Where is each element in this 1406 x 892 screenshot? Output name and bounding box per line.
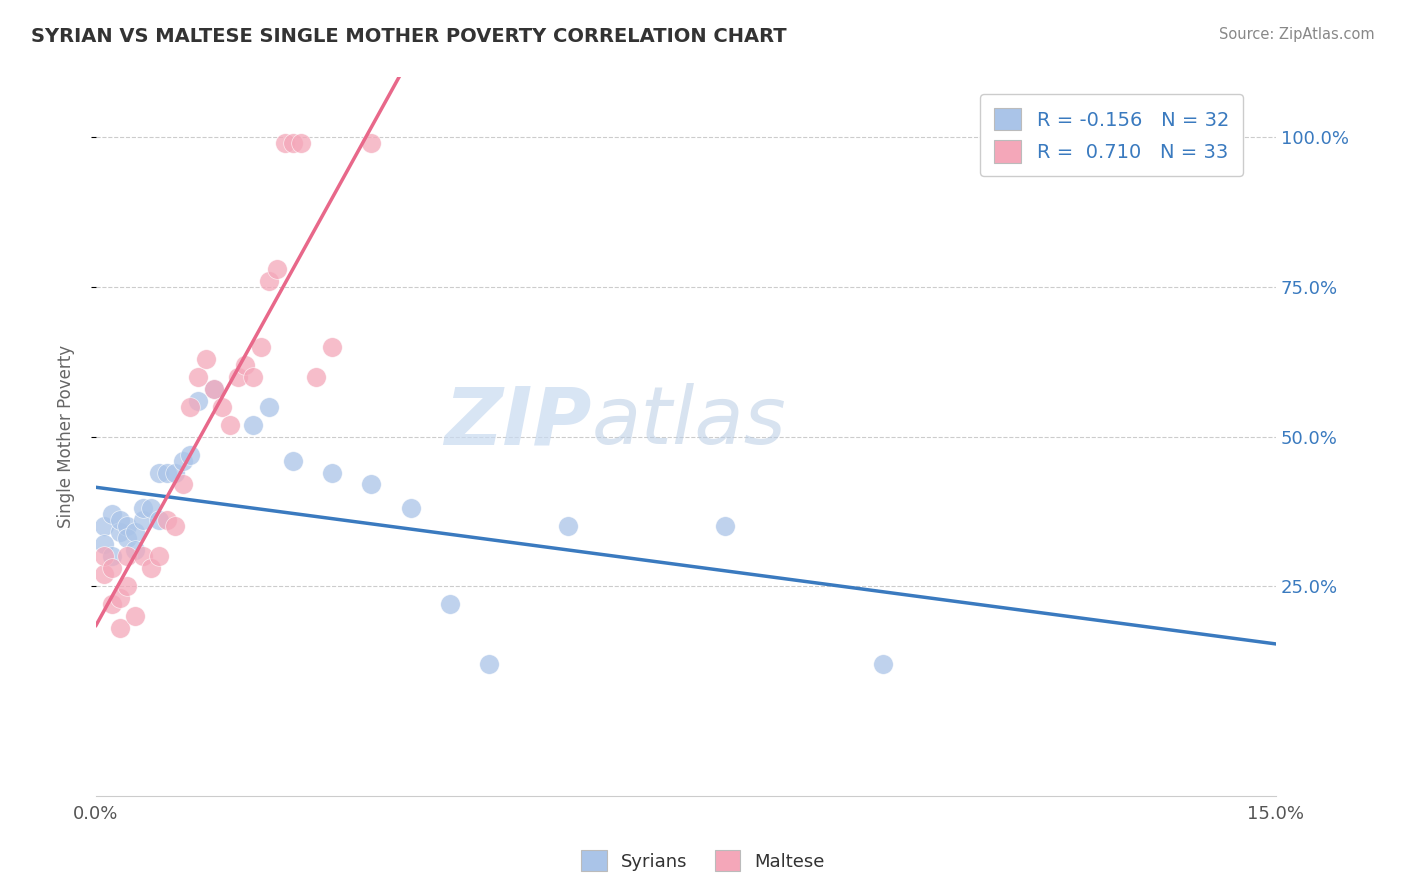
Point (195, 351, 218, 366)
Point (714, 519, 737, 533)
Legend: Syrians, Maltese: Syrians, Maltese (574, 843, 832, 879)
Point (478, 657, 501, 671)
Point (187, 393, 209, 408)
Point (321, 466, 343, 480)
Point (226, 369, 249, 384)
Point (100, 549, 122, 564)
Point (218, 417, 240, 432)
Point (93, 519, 115, 533)
Y-axis label: Single Mother Poverty: Single Mother Poverty (58, 345, 75, 528)
Point (139, 561, 162, 575)
Point (132, 549, 155, 564)
Point (124, 609, 146, 624)
Point (172, 453, 194, 467)
Legend: R = -0.156   N = 32, R =  0.710   N = 33: R = -0.156 N = 32, R = 0.710 N = 33 (980, 95, 1243, 177)
Point (117, 519, 139, 533)
Point (399, 501, 422, 516)
Point (187, 369, 209, 384)
Point (872, 657, 894, 671)
Point (148, 513, 170, 527)
Point (100, 508, 122, 522)
Point (321, 340, 343, 354)
Point (156, 466, 179, 480)
Point (281, 136, 304, 151)
Point (172, 477, 194, 491)
Point (117, 532, 139, 546)
Point (139, 501, 162, 516)
Point (439, 597, 461, 611)
Point (179, 448, 201, 462)
Point (132, 501, 155, 516)
Point (360, 136, 382, 151)
Point (156, 513, 179, 527)
Point (290, 136, 312, 151)
Point (202, 382, 225, 396)
Point (305, 369, 328, 384)
Point (257, 400, 280, 414)
Text: atlas: atlas (592, 384, 786, 461)
Point (281, 453, 304, 467)
Point (179, 400, 201, 414)
Point (235, 358, 257, 372)
Point (148, 466, 170, 480)
Point (242, 369, 264, 384)
Point (163, 466, 186, 480)
Point (108, 513, 131, 527)
Point (108, 591, 131, 606)
Point (124, 525, 146, 540)
Point (242, 417, 264, 432)
Point (117, 549, 139, 564)
Point (202, 382, 225, 396)
Point (557, 519, 579, 533)
Point (100, 597, 122, 611)
Point (108, 621, 131, 635)
Point (266, 262, 288, 277)
Point (117, 579, 139, 593)
Point (132, 513, 155, 527)
Point (93, 567, 115, 582)
Point (274, 136, 297, 151)
Point (148, 549, 170, 564)
Point (211, 400, 233, 414)
Point (124, 543, 146, 558)
Point (360, 477, 382, 491)
Text: ZIP: ZIP (444, 384, 592, 461)
Point (257, 274, 280, 288)
Point (93, 549, 115, 564)
Point (250, 340, 273, 354)
Text: SYRIAN VS MALTESE SINGLE MOTHER POVERTY CORRELATION CHART: SYRIAN VS MALTESE SINGLE MOTHER POVERTY … (31, 27, 786, 45)
Point (93, 537, 115, 551)
Text: Source: ZipAtlas.com: Source: ZipAtlas.com (1219, 27, 1375, 42)
Point (100, 561, 122, 575)
Point (163, 519, 186, 533)
Point (108, 525, 131, 540)
